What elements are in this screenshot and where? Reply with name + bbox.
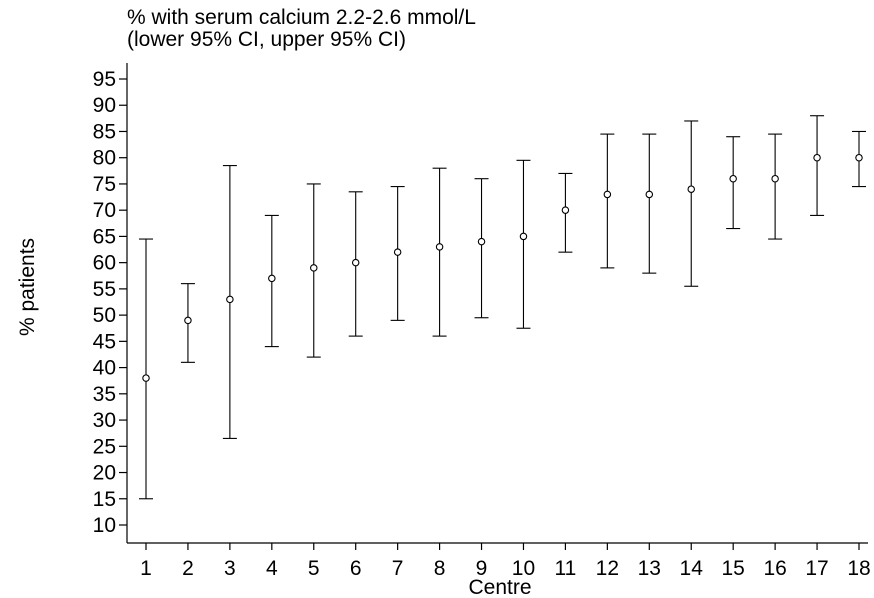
data-point: [687, 185, 695, 193]
x-tick-label: 12: [596, 557, 619, 580]
y-tick-label: 10: [93, 514, 116, 537]
x-tick-label: 9: [476, 557, 488, 580]
data-point-group: [390, 186, 405, 321]
y-tick-label: 20: [93, 462, 116, 485]
x-tick-label: 11: [555, 557, 577, 580]
data-point: [771, 174, 779, 183]
y-tick-label: 55: [93, 278, 116, 301]
data-point-group: [348, 191, 363, 337]
x-tick-label: 13: [638, 557, 661, 580]
x-tick-label: 7: [392, 557, 404, 580]
y-tick-label: 80: [93, 147, 116, 170]
data-point-group: [600, 133, 615, 269]
y-tick-label: 75: [93, 173, 116, 196]
data-point: [645, 190, 654, 199]
x-tick-label: 14: [680, 557, 704, 580]
data-point: [729, 174, 737, 183]
data-point: [519, 232, 528, 241]
x-tick-label: 17: [805, 557, 828, 580]
data-point-group: [852, 130, 866, 188]
data-point: [393, 248, 402, 256]
data-point-group: [768, 133, 783, 240]
chart-marks: [139, 115, 866, 500]
y-tick-label: 15: [93, 488, 116, 511]
data-point-group: [474, 178, 489, 319]
x-tick-label: 10: [512, 557, 535, 580]
y-tick-label: 85: [93, 120, 116, 143]
data-point: [435, 243, 444, 251]
data-point-group: [306, 183, 321, 358]
y-tick-label: 25: [93, 435, 116, 458]
data-point: [855, 153, 863, 162]
y-tick-label: 65: [93, 225, 116, 248]
data-point: [268, 274, 276, 283]
x-tick-label: 3: [224, 557, 236, 580]
chart-subtitle: (lower 95% CI, upper 95% CI): [127, 28, 406, 51]
data-point-group: [264, 214, 279, 348]
x-axis-label: Centre: [468, 576, 531, 598]
data-point: [226, 295, 234, 304]
x-tick-label: 2: [182, 557, 194, 580]
x-tick-label: 15: [721, 557, 744, 580]
data-point: [142, 374, 150, 382]
x-tick-label: 1: [140, 557, 152, 580]
x-tick-label: 5: [308, 557, 320, 580]
x-tick-label: 18: [847, 557, 870, 580]
chart-title: % with serum calcium 2.2-2.6 mmol/L: [127, 6, 476, 29]
data-point-group: [726, 136, 741, 230]
data-point-group: [180, 283, 195, 363]
data-point: [477, 237, 486, 246]
data-point-group: [810, 115, 825, 216]
data-point-group: [642, 133, 657, 274]
y-tick-label: 95: [93, 68, 116, 91]
data-point: [184, 316, 192, 325]
x-tick-label: 4: [266, 557, 278, 580]
y-axis-label: % patients: [16, 238, 39, 336]
x-tick-label: 6: [350, 557, 362, 580]
data-point-group: [516, 159, 531, 329]
y-tick-label: 35: [93, 383, 116, 406]
data-point-group: [684, 120, 699, 287]
data-point-group: [222, 165, 237, 439]
y-tick-label: 60: [93, 252, 116, 275]
y-tick-label: 90: [93, 94, 116, 117]
data-point: [603, 190, 612, 199]
y-tick-label: 50: [93, 304, 116, 327]
data-point: [310, 264, 318, 272]
data-point: [351, 258, 360, 267]
data-point: [813, 153, 821, 162]
data-point-group: [432, 167, 447, 337]
data-point-group: [558, 172, 573, 253]
y-tick-label: 45: [93, 330, 116, 353]
x-tick-label: 8: [434, 557, 446, 580]
y-tick-label: 70: [93, 199, 116, 222]
x-tick-label: 16: [763, 557, 786, 580]
y-tick-label: 40: [93, 357, 116, 380]
y-tick-label: 30: [93, 409, 116, 432]
data-point-group: [139, 238, 153, 500]
data-point: [561, 206, 570, 214]
